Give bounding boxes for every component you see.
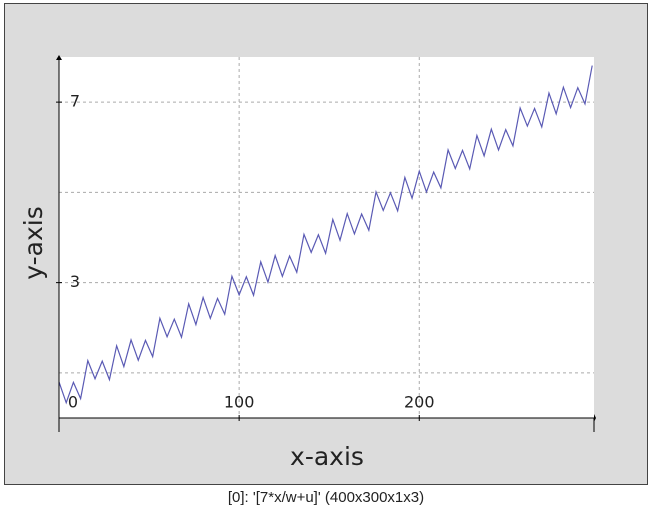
caption: [0]: '[7*x/w+u]' (400x300x1x3) <box>228 489 424 506</box>
plot-area <box>59 57 594 418</box>
x-tick-label: 100 <box>224 393 255 412</box>
y-axis-arrow <box>56 55 62 60</box>
y-tick-label: 7 <box>70 92 80 111</box>
y-tick-label: 3 <box>70 272 80 291</box>
data-line <box>58 65 593 405</box>
x-axis-title: x-axis <box>290 442 364 471</box>
x-tick-label: 0 <box>68 393 78 412</box>
x-tick-label: 200 <box>404 393 435 412</box>
y-axis-title: y-axis <box>19 206 48 279</box>
